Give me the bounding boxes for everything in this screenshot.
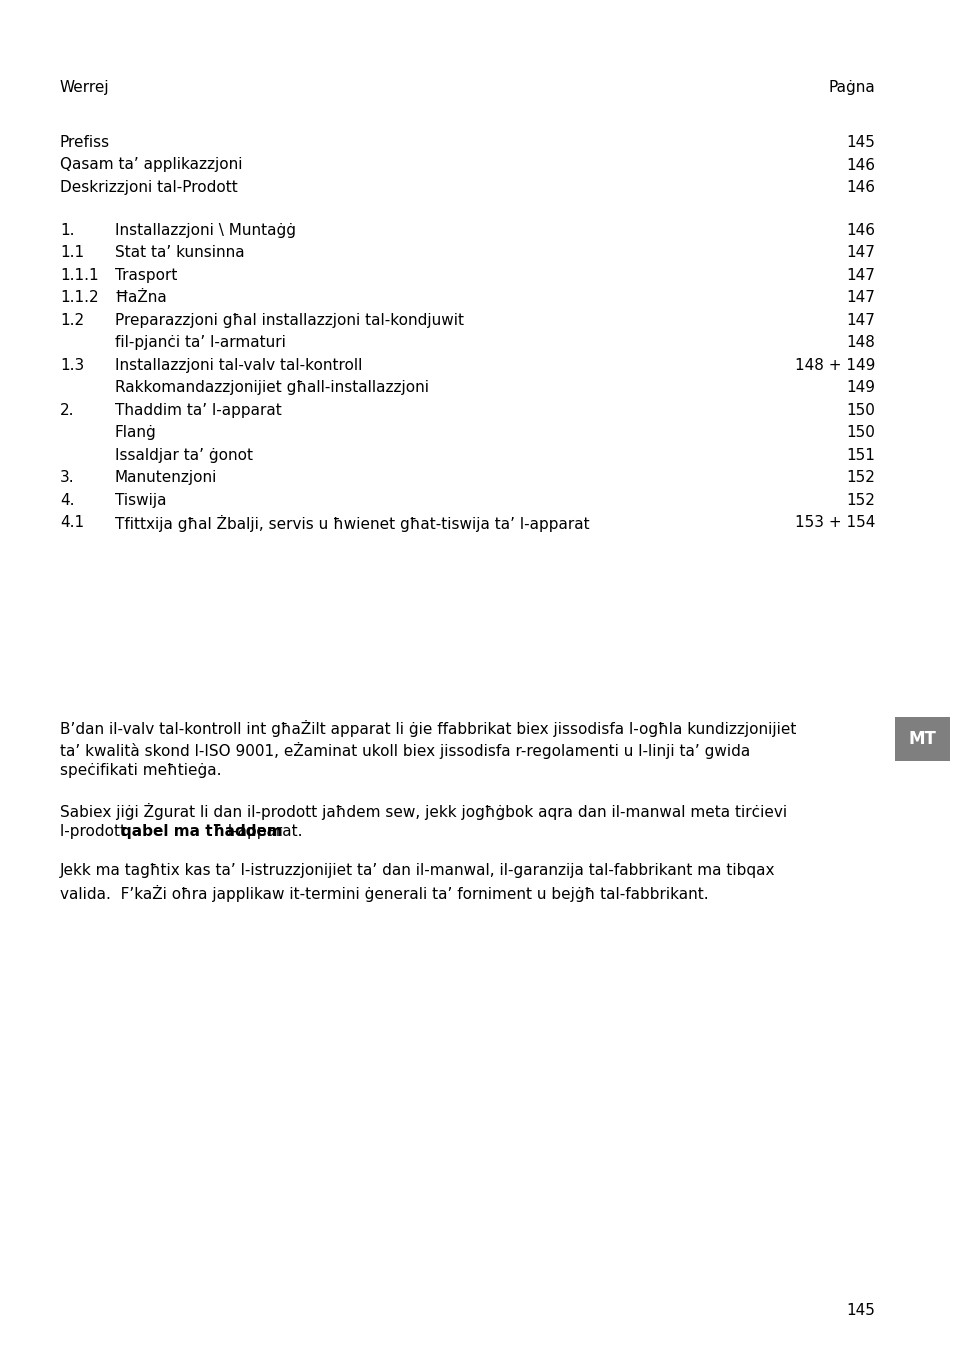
Text: 1.2: 1.2	[60, 313, 84, 328]
Text: Tiswija: Tiswija	[115, 493, 167, 508]
Text: Issaldjar ta’ ġonot: Issaldjar ta’ ġonot	[115, 448, 253, 463]
Text: 146: 146	[845, 223, 874, 238]
Text: Installazzjoni tal-valv tal-kontroll: Installazzjoni tal-valv tal-kontroll	[115, 357, 362, 372]
Text: 152: 152	[845, 493, 874, 508]
Text: Manutenzjoni: Manutenzjoni	[115, 470, 217, 485]
Text: Thaddim ta’ l-apparat: Thaddim ta’ l-apparat	[115, 402, 281, 418]
Text: Flanġ: Flanġ	[115, 425, 156, 440]
Text: 150: 150	[845, 402, 874, 418]
Text: fil-pjanċi ta’ l-armaturi: fil-pjanċi ta’ l-armaturi	[115, 336, 286, 351]
Text: ĦaŻna: ĦaŻna	[115, 290, 168, 305]
Text: Jekk ma tagħtix kas ta’ l-istruzzjonijiet ta’ dan il-manwal, il-garanzija tal-fa: Jekk ma tagħtix kas ta’ l-istruzzjonijie…	[60, 864, 775, 879]
Text: 150: 150	[845, 425, 874, 440]
Text: 4.: 4.	[60, 493, 74, 508]
Text: 1.1.1: 1.1.1	[60, 268, 98, 283]
Text: 147: 147	[845, 268, 874, 283]
Text: 145: 145	[845, 1303, 874, 1317]
Text: qabel ma tħaddem: qabel ma tħaddem	[121, 825, 283, 839]
Text: 153 + 154: 153 + 154	[794, 516, 874, 531]
Text: Trasport: Trasport	[115, 268, 177, 283]
Text: Tfittxija għal Żbalji, servis u ħwienet għat-tiswija ta’ l-apparat: Tfittxija għal Żbalji, servis u ħwienet …	[115, 516, 589, 532]
Text: B’dan il-valv tal-kontroll int għaŻilt apparat li ġie ffabbrikat biex jissodisfa: B’dan il-valv tal-kontroll int għaŻilt a…	[60, 720, 796, 737]
Text: 3.: 3.	[60, 470, 74, 485]
Text: Paġna: Paġna	[827, 80, 874, 95]
Text: 146: 146	[845, 180, 874, 195]
Text: 147: 147	[845, 245, 874, 260]
Text: 146: 146	[845, 157, 874, 172]
Text: 145: 145	[845, 135, 874, 150]
Text: Prefiss: Prefiss	[60, 135, 110, 150]
Text: 4.1: 4.1	[60, 516, 84, 531]
Text: 1.1.2: 1.1.2	[60, 290, 98, 305]
Text: l-prodott: l-prodott	[60, 825, 131, 839]
Text: Stat ta’ kunsinna: Stat ta’ kunsinna	[115, 245, 244, 260]
Text: valida.  F’kaŻi oħra japplikaw it-termini ġenerali ta’ forniment u bejġħ tal-fab: valida. F’kaŻi oħra japplikaw it-termini…	[60, 886, 708, 902]
Text: Sabiex jiġi Żgurat li dan il-prodott jaħdem sew, jekk jogħġbok aqra dan il-manwa: Sabiex jiġi Żgurat li dan il-prodott jaħ…	[60, 803, 786, 819]
Text: 1.1: 1.1	[60, 245, 84, 260]
Text: Rakkomandazzjonijiet għall-installazzjoni: Rakkomandazzjonijiet għall-installazzjon…	[115, 380, 429, 395]
Text: Werrej: Werrej	[60, 80, 110, 95]
Text: 147: 147	[845, 313, 874, 328]
Text: l-apparat.: l-apparat.	[223, 825, 302, 839]
Text: 148 + 149: 148 + 149	[794, 357, 874, 372]
Text: 151: 151	[845, 448, 874, 463]
Bar	[894, 718, 949, 761]
Text: ta’ kwalità skond l-ISO 9001, eŻaminat ukoll biex jissodisfa r-regolamenti u l-l: ta’ kwalità skond l-ISO 9001, eŻaminat u…	[60, 742, 749, 758]
Text: speċifikati meħtieġa.: speċifikati meħtieġa.	[60, 764, 221, 779]
Text: Qasam ta’ applikazzjoni: Qasam ta’ applikazzjoni	[60, 157, 242, 172]
Text: Deskrizzjoni tal-Prodott: Deskrizzjoni tal-Prodott	[60, 180, 237, 195]
Text: 148: 148	[845, 336, 874, 351]
Text: 2.: 2.	[60, 402, 74, 418]
Text: Preparazzjoni għal installazzjoni tal-kondjuwit: Preparazzjoni għal installazzjoni tal-ko…	[115, 313, 463, 328]
Text: 147: 147	[845, 290, 874, 305]
Text: 152: 152	[845, 470, 874, 485]
Text: Installazzjoni \ Muntaġġ: Installazzjoni \ Muntaġġ	[115, 223, 295, 238]
Text: 149: 149	[845, 380, 874, 395]
Text: 1.: 1.	[60, 223, 74, 238]
Text: MT: MT	[907, 730, 936, 747]
Text: 1.3: 1.3	[60, 357, 84, 372]
